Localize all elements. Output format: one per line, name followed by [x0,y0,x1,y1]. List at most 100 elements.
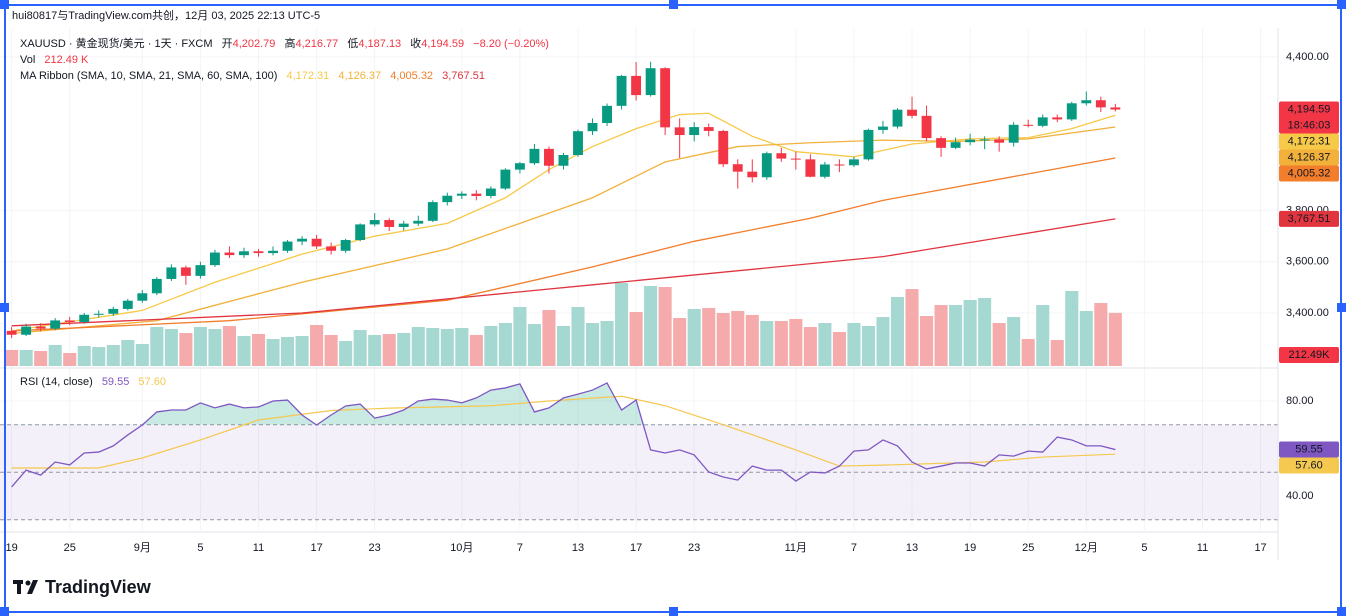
candle-body [1081,100,1092,104]
price-badge [1279,101,1339,134]
x-tick-label: 5 [197,542,203,554]
candle [660,67,671,136]
frame-handle[interactable] [0,303,9,312]
candle [79,312,90,324]
rsi-value: 59.55 [102,376,130,388]
candle [950,137,961,150]
close-label: 收 [410,36,421,50]
candle [108,306,119,317]
volume-bar [1108,312,1122,366]
candle [398,220,409,231]
volume-bar [237,336,251,366]
candle-body [790,158,801,160]
candle-body [253,251,264,254]
volume-bar [687,309,701,366]
frame-handle[interactable] [1337,0,1346,9]
volume-bar [1094,303,1108,366]
volume-bar [222,326,236,366]
x-tick-label: 17 [310,542,322,554]
candle-body [979,139,990,141]
candle [674,118,685,159]
candle-body [137,293,148,301]
volume-bar [135,344,149,366]
symbol-legend: XAUUSD · 黄金现货/美元 · 1天 · FXCM 开4,202.79 高… [20,36,549,50]
volume-bar [832,332,846,366]
candle [166,264,177,281]
price-badge-label: 18:46:03 [1288,119,1331,131]
candle-body [326,246,337,251]
candle-body [558,155,569,166]
candle-body [703,127,714,131]
y-tick-label: 3,400.00 [1286,307,1329,319]
x-tick-label: 12月 [1075,542,1098,554]
candle-body [64,320,75,322]
candle-body [878,126,888,130]
candle [1066,101,1077,121]
x-tick-label: 9月 [134,542,151,554]
candle-body [180,267,191,276]
candle-body [921,115,932,139]
frame-handle[interactable] [1337,607,1346,616]
volume-bar [193,327,207,366]
candle [863,128,874,161]
candle [703,123,714,137]
volume-badge [1279,347,1339,363]
back-layer [0,28,1278,530]
rsi-tick-label: 40.00 [1286,490,1314,502]
ma-value: 4,005.32 [390,70,433,82]
candle-body [6,330,17,335]
change-value: −8.20 (−0.20%) [473,38,549,50]
volume-bar [1007,317,1021,366]
candle [456,191,467,200]
volume-bar [324,335,338,366]
candle [369,213,380,227]
candle [689,122,700,142]
volume-bar [527,324,541,366]
volume-bar [702,308,716,366]
candle [936,136,947,157]
candle-body [471,193,482,196]
frame-handle[interactable] [1337,303,1346,312]
candle-body [529,148,540,164]
candle [645,61,656,97]
candle-body [311,238,322,247]
candle [326,242,337,255]
candle-body [93,313,104,315]
candle [921,105,932,142]
volume-bar [106,345,120,366]
ma-name: MA Ribbon (SMA, 10, SMA, 21, SMA, 60, SM… [20,70,277,82]
candle [253,248,264,257]
candle [64,316,75,326]
candle [340,238,351,253]
frame-handle[interactable] [669,607,678,616]
volume-bar [498,323,512,366]
candle-body [456,193,467,196]
volume-bar [426,328,440,366]
price-badge [1279,149,1339,166]
frame-handle[interactable] [0,0,9,9]
rsi-line [11,382,1116,488]
volume-bar [469,335,483,366]
frame-handle[interactable] [0,607,9,616]
x-tick-label: 10月 [450,542,473,554]
x-tick-label: 25 [1022,542,1034,554]
candle [994,136,1005,152]
x-tick-label: 13 [906,542,918,554]
candle [892,108,903,129]
candle-body [602,105,612,123]
candle-body [355,224,366,241]
x-tick-label: 7 [517,542,523,554]
candle-body [892,109,903,127]
candle-body [907,109,917,116]
candle-body [340,240,351,251]
candle [805,154,816,178]
candle [151,277,162,296]
volume-bar [19,350,33,366]
price-badge [1279,133,1339,150]
price-badge [1279,210,1339,227]
frame-handle[interactable] [669,0,678,9]
price-pane [5,61,1122,366]
rsi-ma-value: 57.60 [138,376,166,388]
candle [514,161,525,174]
